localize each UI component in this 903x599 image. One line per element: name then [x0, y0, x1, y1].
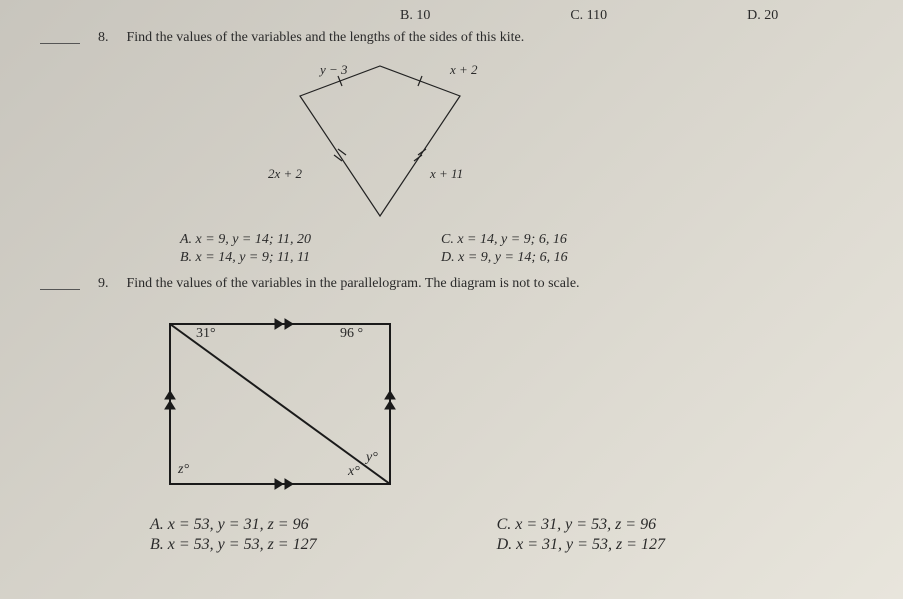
parallelogram-svg: [150, 304, 430, 504]
q8-answer-b: B. x = 14, y = 9; 11, 11: [180, 250, 311, 266]
kite-svg: [250, 56, 510, 226]
para-angle-96: 96 °: [340, 326, 363, 342]
q9-answers-right: C. x = 31, y = 53, z = 96 D. x = 31, y =…: [497, 516, 665, 554]
kite-label-top-right: x + 2: [450, 62, 478, 78]
q9-answers-left: A. x = 53, y = 31, z = 96 B. x = 53, y =…: [150, 516, 317, 554]
kite-label-bottom-right: x + 11: [430, 166, 463, 182]
answer-blank-9: [40, 276, 80, 290]
parallelogram-diagram: 31° 96 ° z° x° y°: [150, 304, 430, 504]
para-angle-z: z°: [178, 462, 189, 478]
para-angle-y: y°: [366, 450, 378, 466]
para-angle-31: 31°: [196, 326, 216, 342]
kite-label-top-left: y − 3: [320, 62, 348, 78]
para-angle-x: x°: [348, 464, 360, 480]
q8-answers-left: A. x = 9, y = 14; 11, 20 B. x = 14, y = …: [180, 232, 311, 266]
question-9-answers: A. x = 53, y = 31, z = 96 B. x = 53, y =…: [150, 516, 863, 554]
question-9-prompt: Find the values of the variables in the …: [127, 276, 864, 292]
choice-c-prev: C. 110: [570, 8, 607, 24]
q9-answer-d: D. x = 31, y = 53, z = 127: [497, 536, 665, 554]
question-number-8: 8.: [98, 30, 109, 46]
answer-blank-8: [40, 30, 80, 44]
question-9-line: 9. Find the values of the variables in t…: [40, 276, 863, 292]
choice-b-prev: B. 10: [400, 8, 430, 24]
question-8-answers: A. x = 9, y = 14; 11, 20 B. x = 14, y = …: [180, 232, 863, 266]
q8-answer-d: D. x = 9, y = 14; 6, 16: [441, 250, 568, 266]
question-number-9: 9.: [98, 276, 109, 292]
question-8-line: 8. Find the values of the variables and …: [40, 30, 863, 46]
q8-answer-a: A. x = 9, y = 14; 11, 20: [180, 232, 311, 248]
prev-question-choices: B. 10 C. 110 D. 20: [400, 8, 863, 24]
q9-answer-c: C. x = 31, y = 53, z = 96: [497, 516, 665, 534]
question-8-prompt: Find the values of the variables and the…: [127, 30, 864, 46]
q8-answer-c: C. x = 14, y = 9; 6, 16: [441, 232, 568, 248]
q9-answer-b: B. x = 53, y = 53, z = 127: [150, 536, 317, 554]
q8-answers-right: C. x = 14, y = 9; 6, 16 D. x = 9, y = 14…: [441, 232, 568, 266]
kite-label-bottom-left: 2x + 2: [268, 166, 302, 182]
q9-answer-a: A. x = 53, y = 31, z = 96: [150, 516, 317, 534]
kite-diagram: y − 3 x + 2 2x + 2 x + 11: [250, 56, 510, 226]
choice-d-prev: D. 20: [747, 8, 778, 24]
